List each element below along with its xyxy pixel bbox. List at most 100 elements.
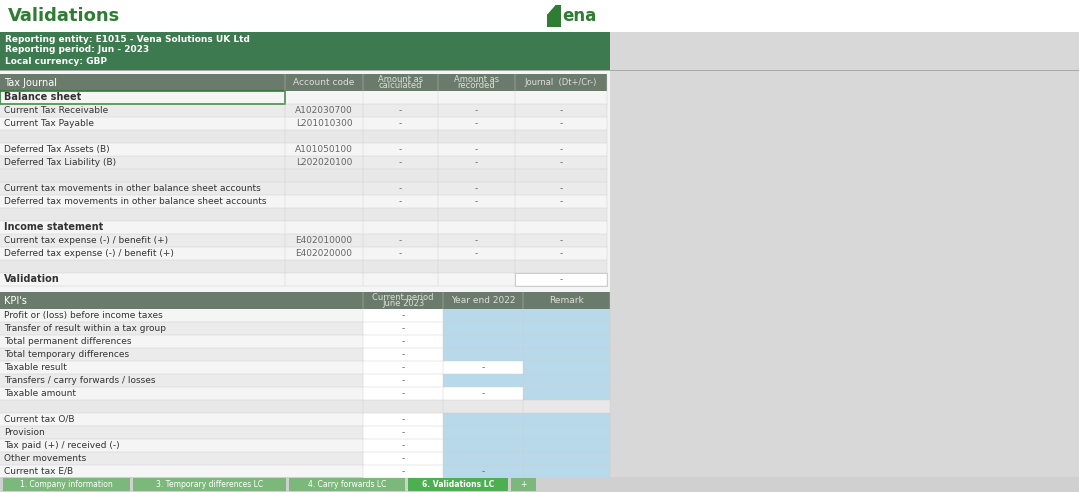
Text: Current Tax Payable: Current Tax Payable xyxy=(4,119,94,128)
Bar xyxy=(0,260,607,273)
Text: Journal  (Dt+/Cr-): Journal (Dt+/Cr-) xyxy=(524,78,597,87)
Text: Current tax movements in other balance sheet accounts: Current tax movements in other balance s… xyxy=(4,184,261,193)
Text: Tax Journal: Tax Journal xyxy=(4,78,57,88)
Bar xyxy=(523,465,610,478)
Bar xyxy=(363,465,443,478)
Bar xyxy=(0,0,1079,32)
Text: Current period: Current period xyxy=(372,293,434,302)
Text: -: - xyxy=(401,467,405,476)
Text: -: - xyxy=(559,106,562,115)
Text: -: - xyxy=(401,428,405,437)
Text: Reporting period: Jun - 2023: Reporting period: Jun - 2023 xyxy=(5,45,149,55)
Text: recorded: recorded xyxy=(457,82,495,91)
Text: Current Tax Receivable: Current Tax Receivable xyxy=(4,106,108,115)
Bar xyxy=(0,104,607,117)
Text: Amount as: Amount as xyxy=(454,74,500,84)
Text: -: - xyxy=(399,119,402,128)
Bar xyxy=(0,91,285,104)
Bar xyxy=(523,348,610,361)
Bar xyxy=(443,309,523,322)
Text: Transfer of result within a tax group: Transfer of result within a tax group xyxy=(4,324,166,333)
Text: -: - xyxy=(401,441,405,450)
Bar xyxy=(443,322,523,335)
Bar xyxy=(510,478,536,491)
Text: A102030700: A102030700 xyxy=(296,106,353,115)
Bar xyxy=(0,130,607,143)
Bar xyxy=(523,387,610,400)
Text: -: - xyxy=(475,236,478,245)
Text: 6. Validations LC: 6. Validations LC xyxy=(422,480,494,489)
Text: -: - xyxy=(481,389,484,398)
Bar xyxy=(0,32,610,70)
Bar xyxy=(0,156,607,169)
Text: -: - xyxy=(475,184,478,193)
Bar xyxy=(0,413,610,426)
Text: E402020000: E402020000 xyxy=(296,249,353,258)
Bar xyxy=(523,361,610,374)
Text: A101050100: A101050100 xyxy=(295,145,353,154)
Bar xyxy=(363,322,443,335)
Text: E402010000: E402010000 xyxy=(296,236,353,245)
Bar xyxy=(0,465,610,478)
Text: -: - xyxy=(401,350,405,359)
Bar xyxy=(0,387,610,400)
Bar xyxy=(523,452,610,465)
Text: KPI's: KPI's xyxy=(4,296,27,306)
Bar xyxy=(443,361,523,374)
Bar xyxy=(0,477,1079,492)
Bar xyxy=(0,439,610,452)
Bar xyxy=(408,478,508,491)
Text: -: - xyxy=(401,415,405,424)
Text: Transfers / carry forwards / losses: Transfers / carry forwards / losses xyxy=(4,376,155,385)
Text: Provision: Provision xyxy=(4,428,44,437)
Text: Local currency: GBP: Local currency: GBP xyxy=(5,57,107,65)
Text: 3. Temporary differences LC: 3. Temporary differences LC xyxy=(155,480,262,489)
Bar xyxy=(0,117,607,130)
Bar xyxy=(515,273,607,286)
Text: -: - xyxy=(559,249,562,258)
Bar xyxy=(0,182,607,195)
Bar xyxy=(363,348,443,361)
Bar xyxy=(363,309,443,322)
Text: -: - xyxy=(559,184,562,193)
Text: Amount as: Amount as xyxy=(378,74,423,84)
Bar xyxy=(0,335,610,348)
Bar xyxy=(547,5,561,27)
Text: -: - xyxy=(399,184,402,193)
Text: Current tax E/B: Current tax E/B xyxy=(4,467,73,476)
Text: Total permanent differences: Total permanent differences xyxy=(4,337,132,346)
Bar xyxy=(443,465,523,478)
Bar xyxy=(0,348,610,361)
Polygon shape xyxy=(547,5,555,14)
Text: -: - xyxy=(559,119,562,128)
Text: -: - xyxy=(399,249,402,258)
Bar xyxy=(0,400,610,413)
Bar xyxy=(363,439,443,452)
Bar xyxy=(523,309,610,322)
Text: Reporting entity: E1015 - Vena Solutions UK Ltd: Reporting entity: E1015 - Vena Solutions… xyxy=(5,34,250,43)
Text: Deferred tax movements in other balance sheet accounts: Deferred tax movements in other balance … xyxy=(4,197,267,206)
Bar xyxy=(363,374,443,387)
Text: -: - xyxy=(401,324,405,333)
Text: calculated: calculated xyxy=(379,82,422,91)
Bar xyxy=(0,309,610,322)
Text: Year end 2022: Year end 2022 xyxy=(451,296,516,305)
Text: Deferred Tax Liability (B): Deferred Tax Liability (B) xyxy=(4,158,117,167)
Text: Total temporary differences: Total temporary differences xyxy=(4,350,129,359)
Bar xyxy=(443,439,523,452)
Bar xyxy=(0,292,610,309)
Text: -: - xyxy=(399,158,402,167)
Text: -: - xyxy=(399,197,402,206)
Text: Taxable result: Taxable result xyxy=(4,363,67,372)
Bar xyxy=(523,413,610,426)
Bar xyxy=(0,452,610,465)
Bar xyxy=(0,273,607,286)
Bar xyxy=(0,361,610,374)
Text: Remark: Remark xyxy=(549,296,584,305)
Bar xyxy=(443,348,523,361)
Text: -: - xyxy=(475,119,478,128)
Text: L201010300: L201010300 xyxy=(296,119,353,128)
Text: -: - xyxy=(399,106,402,115)
Text: Current tax O/B: Current tax O/B xyxy=(4,415,74,424)
Text: -: - xyxy=(399,145,402,154)
